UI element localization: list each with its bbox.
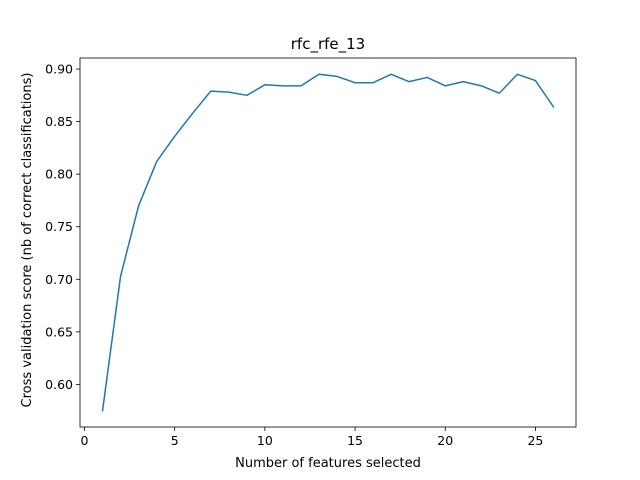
x-tick-label: 10 — [257, 433, 273, 448]
y-axis-label: Cross validation score (nb of correct cl… — [20, 73, 35, 408]
chart-title: rfc_rfe_13 — [291, 35, 365, 54]
x-tick-label: 25 — [527, 433, 543, 448]
y-tick-label: 0.60 — [45, 377, 73, 392]
y-tick-label: 0.70 — [45, 272, 73, 287]
series-line — [101, 73, 555, 412]
x-axis-label: Number of features selected — [235, 456, 421, 471]
y-tick-label: 0.80 — [45, 167, 73, 182]
y-tick-label: 0.75 — [45, 219, 73, 234]
plot-area: 0 5 10 15 20 25 0.60 0.65 0.70 0.75 0.80 0.85 0.90 — [45, 57, 577, 448]
y-tick-label: 0.65 — [45, 324, 73, 339]
y-tick-label: 0.85 — [45, 114, 73, 129]
x-tick-label: 15 — [347, 433, 363, 448]
y-tick-label: 0.90 — [45, 62, 73, 77]
x-tick-label: 20 — [437, 433, 453, 448]
axes-frame — [79, 57, 577, 428]
x-tick-label: 5 — [171, 433, 179, 448]
x-tick-label: 0 — [81, 433, 89, 448]
